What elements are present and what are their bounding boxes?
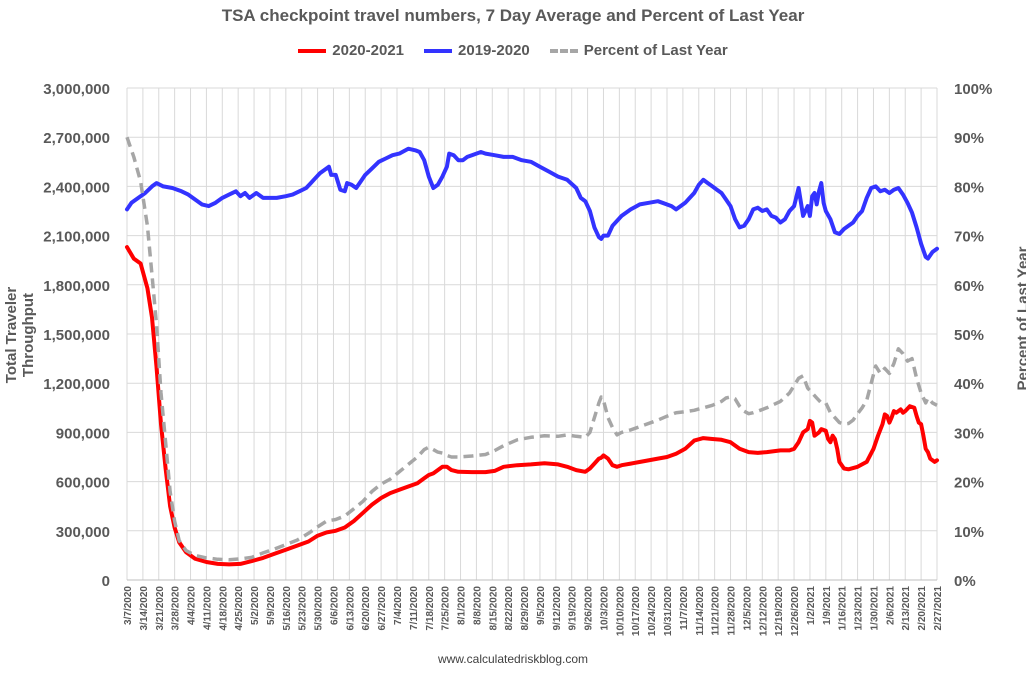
legend-swatch-blue bbox=[424, 48, 453, 53]
source-watermark: www.calculatedriskblog.com bbox=[437, 652, 589, 666]
x-tick-label: 8/1/2020 bbox=[457, 586, 468, 625]
y2-tick-label: 70% bbox=[954, 229, 984, 246]
y2-tick-label: 30% bbox=[954, 425, 984, 442]
x-tick-label: 7/4/2020 bbox=[393, 586, 404, 625]
x-tick-label: 2/20/2021 bbox=[917, 586, 928, 631]
y-tick-label: 3,000,000 bbox=[43, 81, 110, 98]
legend-label: 2019-2020 bbox=[458, 42, 530, 59]
x-tick-label: 7/11/2020 bbox=[409, 586, 420, 630]
x-tick-label: 8/29/2020 bbox=[520, 586, 531, 631]
y2-tick-label: 0% bbox=[954, 573, 976, 590]
series-line-0 bbox=[125, 245, 939, 567]
series-line-1 bbox=[125, 146, 939, 261]
x-tick-label: 8/22/2020 bbox=[504, 586, 515, 631]
x-tick-label: 4/25/2020 bbox=[234, 586, 245, 631]
x-tick-label: 8/8/2020 bbox=[472, 586, 483, 625]
legend-label: 2020-2021 bbox=[332, 42, 405, 59]
y-tick-label: 2,700,000 bbox=[43, 130, 110, 147]
x-tick-label: 5/30/2020 bbox=[314, 586, 325, 631]
x-tick-label: 11/7/2020 bbox=[679, 586, 690, 630]
x-tick-label: 8/15/2020 bbox=[488, 586, 499, 631]
x-tick-label: 9/26/2020 bbox=[584, 586, 595, 631]
y-tick-label: 600,000 bbox=[56, 475, 110, 492]
y2-tick-label: 20% bbox=[954, 475, 984, 492]
y2-tick-label: 10% bbox=[954, 524, 984, 541]
x-tick-label: 6/6/2020 bbox=[329, 586, 340, 625]
x-tick-label: 12/26/2020 bbox=[790, 586, 801, 636]
x-tick-label: 11/14/2020 bbox=[695, 586, 706, 636]
x-tick-label: 4/4/2020 bbox=[187, 586, 198, 625]
x-tick-label: 11/21/2020 bbox=[711, 586, 722, 636]
series-line-2 bbox=[125, 136, 938, 562]
legend-item-percent: Percent of Last Year bbox=[549, 42, 728, 59]
legend-swatch-gray bbox=[549, 48, 578, 53]
x-tick-label: 1/30/2021 bbox=[869, 586, 880, 631]
x-tick-label: 12/12/2020 bbox=[758, 586, 769, 636]
x-tick-label: 12/19/2020 bbox=[774, 586, 785, 636]
y-tick-label: 0 bbox=[102, 573, 110, 590]
y-tick-label: 900,000 bbox=[56, 425, 110, 442]
x-tick-label: 3/14/2020 bbox=[139, 586, 150, 631]
x-tick-label: 2/13/2021 bbox=[901, 586, 912, 631]
y2-tick-label: 90% bbox=[954, 130, 984, 147]
y-tick-label: 1,500,000 bbox=[43, 327, 110, 344]
x-tick-label: 1/23/2021 bbox=[854, 586, 865, 631]
x-tick-label: 7/25/2020 bbox=[441, 586, 452, 631]
x-tick-label: 1/16/2021 bbox=[838, 586, 849, 631]
x-tick-label: 6/20/2020 bbox=[361, 586, 372, 631]
x-tick-label: 10/24/2020 bbox=[647, 586, 658, 636]
y-tick-label: 2,100,000 bbox=[43, 229, 110, 246]
x-tick-label: 5/9/2020 bbox=[266, 586, 277, 625]
x-tick-label: 1/9/2021 bbox=[822, 586, 833, 625]
x-tick-label: 5/2/2020 bbox=[250, 586, 261, 625]
y2-tick-label: 80% bbox=[954, 179, 984, 196]
y-tick-label: 2,400,000 bbox=[43, 179, 110, 196]
y-tick-label: 300,000 bbox=[56, 524, 110, 541]
y2-tick-label: 60% bbox=[954, 278, 984, 295]
x-tick-label: 1/2/2021 bbox=[806, 586, 817, 625]
x-tick-label: 10/31/2020 bbox=[663, 586, 674, 636]
x-tick-label: 9/19/2020 bbox=[568, 586, 579, 631]
legend-item-2020-2021: 2020-2021 bbox=[298, 42, 404, 59]
x-tick-label: 6/27/2020 bbox=[377, 586, 388, 631]
x-tick-label: 9/5/2020 bbox=[536, 586, 547, 625]
legend: 2020-2021 2019-2020 Percent of Last Year bbox=[0, 42, 1026, 59]
chart-title: TSA checkpoint travel numbers, 7 Day Ave… bbox=[221, 6, 805, 25]
x-tick-label: 2/27/2021 bbox=[933, 586, 944, 631]
legend-swatch-red bbox=[298, 48, 327, 53]
y2-tick-label: 100% bbox=[954, 81, 992, 98]
x-tick-label: 10/3/2020 bbox=[599, 586, 610, 631]
x-tick-label: 10/17/2020 bbox=[631, 586, 642, 636]
x-tick-label: 3/28/2020 bbox=[171, 586, 182, 631]
legend-label: Percent of Last Year bbox=[583, 42, 728, 59]
y-axis-label-left: Total Traveler Throughput bbox=[3, 286, 37, 384]
y2-tick-label: 40% bbox=[954, 376, 984, 393]
x-tick-label: 7/18/2020 bbox=[425, 586, 436, 631]
y-tick-label: 1,200,000 bbox=[43, 376, 110, 393]
y2-tick-label: 50% bbox=[954, 327, 984, 344]
x-tick-label: 10/10/2020 bbox=[615, 586, 626, 636]
x-tick-label: 4/11/2020 bbox=[202, 586, 213, 630]
x-tick-label: 2/6/2021 bbox=[885, 586, 896, 625]
x-tick-label: 9/12/2020 bbox=[552, 586, 563, 631]
x-tick-label: 5/16/2020 bbox=[282, 586, 293, 631]
x-tick-label: 3/21/2020 bbox=[155, 586, 166, 631]
y-axis-label-right: Percent of Last Year bbox=[1014, 246, 1026, 391]
x-tick-label: 4/18/2020 bbox=[218, 586, 229, 631]
x-tick-label: 6/13/2020 bbox=[345, 586, 356, 631]
x-tick-label: 5/23/2020 bbox=[298, 586, 309, 631]
y-tick-label: 1,800,000 bbox=[43, 278, 110, 295]
x-tick-label: 11/28/2020 bbox=[727, 586, 738, 636]
x-tick-label: 3/7/2020 bbox=[123, 586, 134, 625]
x-tick-label: 12/5/2020 bbox=[742, 586, 753, 631]
legend-item-2019-2020: 2019-2020 bbox=[424, 42, 530, 59]
